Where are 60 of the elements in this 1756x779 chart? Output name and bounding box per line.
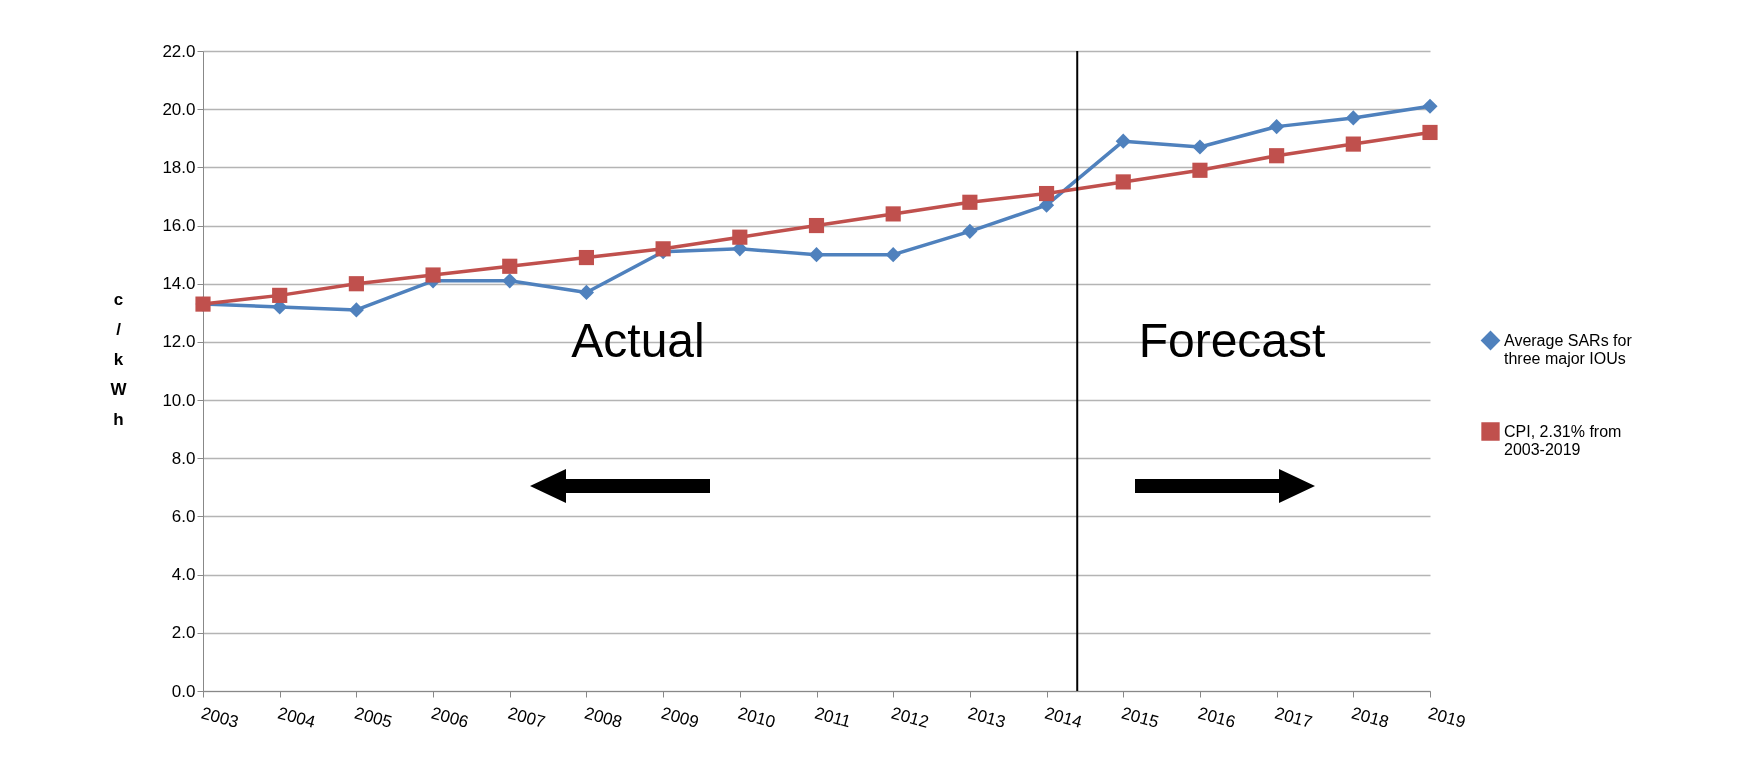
x-tick-label: 2018 [1349, 703, 1391, 732]
x-tick-label: 2019 [1426, 703, 1468, 732]
y-tick-label: 12.0 [162, 332, 196, 352]
point [808, 217, 825, 234]
point [502, 258, 518, 274]
annotation: Forecast [1138, 314, 1326, 367]
point [578, 249, 595, 266]
point [1422, 124, 1438, 141]
x-tick-label: 2009 [659, 703, 701, 732]
point [502, 273, 518, 289]
x-tick-label: 2013 [965, 703, 1008, 732]
point [425, 267, 441, 283]
x-tick-label: 2005 [352, 703, 394, 732]
y-tick-label: 16.0 [162, 216, 196, 236]
point [578, 284, 595, 301]
x-tick-label: 2008 [582, 703, 624, 732]
point [272, 287, 288, 303]
point [1038, 185, 1055, 202]
y-tick-label: 0.0 [171, 681, 196, 701]
point [885, 247, 901, 263]
y-tick-label: 10.0 [162, 390, 196, 410]
y-tick-label: 6.0 [171, 506, 196, 526]
point [808, 247, 825, 263]
x-tick-label: 2017 [1272, 703, 1315, 732]
y-tick-label: 14.0 [162, 274, 196, 294]
point [348, 276, 364, 292]
x-tick-label: 2007 [505, 703, 548, 732]
point [962, 223, 978, 239]
point [1115, 174, 1131, 190]
legend-label: CPI, 2.31% from 2003-2019 [1504, 422, 1622, 458]
point [732, 229, 748, 245]
x-tick-label: 2004 [275, 703, 318, 732]
point [1192, 139, 1208, 155]
x-tick-label: 2006 [429, 703, 471, 732]
x-tick-label: 2015 [1119, 703, 1161, 732]
y-tick-label: 2.0 [171, 623, 196, 643]
point [885, 206, 901, 222]
point [1422, 98, 1438, 114]
point [348, 302, 364, 318]
y-axis-title: c/kWh [110, 289, 128, 429]
x-tick-label: 2010 [735, 703, 778, 732]
point [1345, 136, 1361, 152]
point [962, 194, 978, 210]
annotation: Actual [571, 314, 705, 367]
legend-label: Average SARs for three major IOUs [1504, 331, 1633, 367]
x-tick-label: 2011 [812, 703, 853, 732]
x-tick-label: 2014 [1042, 703, 1085, 732]
y-tick-label: 18.0 [162, 157, 196, 177]
point [1192, 162, 1208, 178]
point [1269, 148, 1285, 164]
x-tick-label: 2012 [889, 703, 931, 732]
point [1115, 133, 1131, 149]
point [1269, 119, 1285, 135]
point [1345, 110, 1361, 126]
y-tick-label: 20.0 [162, 99, 196, 119]
x-tick-label: 2016 [1196, 703, 1238, 732]
x-tick-label: 2003 [199, 703, 241, 732]
y-tick-label: 22.0 [162, 41, 196, 61]
y-tick-label: 8.0 [171, 448, 196, 468]
y-tick-label: 4.0 [171, 565, 196, 585]
